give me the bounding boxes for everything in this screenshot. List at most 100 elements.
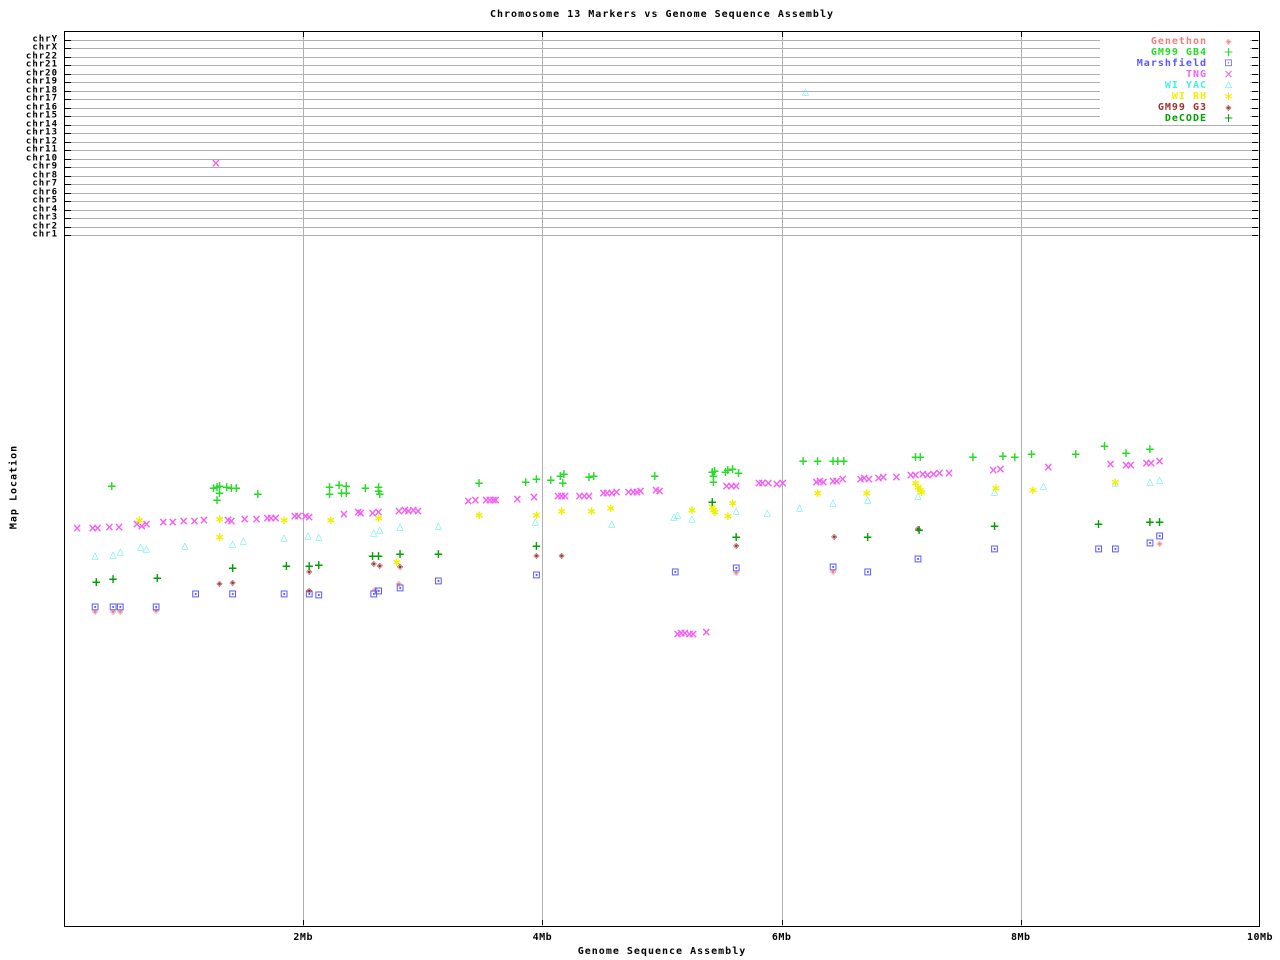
tick-right-chr22	[1252, 56, 1258, 58]
tick-left-chr20	[65, 73, 71, 75]
point-gm99gb4: +	[334, 478, 345, 492]
tick-right-chr2	[1252, 226, 1258, 228]
point-marshfield: ⊡	[395, 583, 405, 594]
point-tng: ×	[373, 505, 384, 519]
point-tng: ×	[859, 471, 870, 485]
point-gm99gb4: +	[557, 476, 568, 490]
point-tng: ×	[679, 626, 690, 640]
point-tng: ×	[928, 467, 939, 481]
x-tick-label-4Mb: 4Mb	[532, 932, 553, 943]
point-gm99gb4: +	[374, 487, 385, 501]
point-marshfield: ⊡	[314, 590, 323, 601]
point-gm99gb4: +	[709, 464, 720, 478]
gridline-chrX	[65, 48, 1259, 49]
point-tng: ×	[726, 479, 737, 493]
point-decode: +	[227, 561, 238, 575]
point-tng: ×	[1043, 460, 1054, 474]
tick-left-chr22	[65, 56, 71, 58]
legend-row-tng: TNG ×	[1100, 68, 1250, 80]
point-gm99g3: ◈	[229, 578, 236, 587]
point-gm99gb4: +	[910, 450, 921, 464]
point-tng: ×	[113, 520, 125, 534]
tick-left-chr14	[65, 124, 71, 126]
gridline-chr8	[65, 175, 1259, 177]
point-gm99gb4: +	[212, 493, 223, 507]
y-tick-label-chr7: chr7	[32, 178, 58, 189]
tick-left-chr7	[65, 184, 71, 185]
y-tick-label-chr4: chr4	[32, 204, 58, 214]
point-wiyac: △	[434, 521, 442, 532]
tick-right-chr3	[1252, 218, 1258, 219]
point-decode: +	[395, 547, 406, 561]
point-gm99g3: ◈	[396, 562, 404, 571]
point-tng: ×	[265, 511, 276, 525]
point-tng: ×	[676, 626, 687, 640]
tick-left-chrX	[65, 48, 71, 49]
point-tng: ×	[304, 510, 315, 524]
gridline-chr13	[65, 133, 1259, 134]
tick-left-chr3	[65, 218, 71, 219]
point-tng: ×	[158, 515, 169, 529]
point-gm99gb4: +	[1121, 446, 1132, 460]
point-wiyac: △	[608, 519, 616, 530]
legend: Genethon ◈ GM99 GB4 + Marshfield ⊡ TNG × WI YAC △…	[1100, 35, 1250, 125]
point-tng: ×	[995, 462, 1006, 476]
point-tng: ×	[684, 627, 695, 641]
point-tng: ×	[556, 489, 567, 503]
point-gm99gb4: +	[1070, 447, 1081, 461]
gridline-chr21	[65, 65, 1259, 66]
point-gm99g3: ◈	[558, 551, 565, 560]
point-marshfield: ⊡	[1111, 544, 1120, 555]
point-wiyac: △	[688, 514, 696, 525]
tick-right-chr11	[1252, 150, 1258, 151]
point-tng: ×	[167, 515, 178, 529]
point-tng: ×	[623, 485, 634, 499]
point-wirh: ∗	[686, 503, 697, 517]
gridline-chr10	[65, 158, 1259, 160]
tick-bottom-2Mb	[303, 920, 305, 925]
point-gm99g3: ◈	[533, 551, 540, 560]
point-gm99gb4: +	[214, 486, 225, 500]
point-tng: ×	[1125, 458, 1136, 472]
point-tng: ×	[338, 507, 349, 521]
point-tng: ×	[1121, 458, 1132, 472]
point-tng: ×	[1146, 456, 1157, 470]
point-gm99gb4: +	[341, 486, 352, 500]
point-wiyac: △	[914, 491, 922, 502]
point-marshfield: ⊡	[913, 554, 923, 565]
tick-left-chr10	[65, 158, 71, 160]
point-decode: +	[304, 559, 315, 573]
point-tng: ×	[922, 468, 933, 482]
legend-row-genethon: Genethon ◈	[1100, 36, 1250, 47]
point-gm99gb4: +	[997, 449, 1008, 463]
point-decode: +	[731, 530, 742, 544]
point-gm99gb4: +	[915, 450, 926, 464]
point-decode: +	[707, 495, 718, 509]
point-tng: ×	[672, 627, 683, 641]
point-decode: +	[313, 558, 324, 572]
point-decode: +	[108, 572, 119, 586]
point-tng: ×	[934, 466, 945, 480]
point-tng: ×	[484, 493, 495, 507]
point-tng: ×	[210, 156, 221, 170]
point-tng: ×	[814, 474, 825, 488]
legend-label-gm99gb4: GM99 GB4	[1150, 47, 1207, 58]
gridline-6Mb	[781, 32, 783, 926]
point-wiyac: △	[91, 551, 99, 562]
point-gm99gb4: +	[838, 454, 849, 468]
point-marshfield: ⊡	[670, 567, 680, 578]
point-tng: ×	[631, 485, 642, 499]
tick-left-chr1	[65, 235, 71, 236]
y-tick-label-chr18: chr18	[25, 85, 58, 95]
y-tick-label-chr22: chr22	[25, 51, 58, 61]
point-wiyac: △	[229, 539, 237, 550]
point-tng: ×	[688, 627, 699, 641]
point-tng: ×	[635, 484, 646, 498]
point-wirh: ∗	[1027, 483, 1038, 497]
point-tng: ×	[584, 489, 595, 503]
gridline-chr2	[65, 226, 1259, 228]
tick-right-chr12	[1252, 141, 1258, 143]
point-marshfield: ⊡	[731, 563, 741, 574]
point-gm99gb4: +	[252, 487, 263, 501]
point-gm99gb4: +	[722, 463, 733, 477]
